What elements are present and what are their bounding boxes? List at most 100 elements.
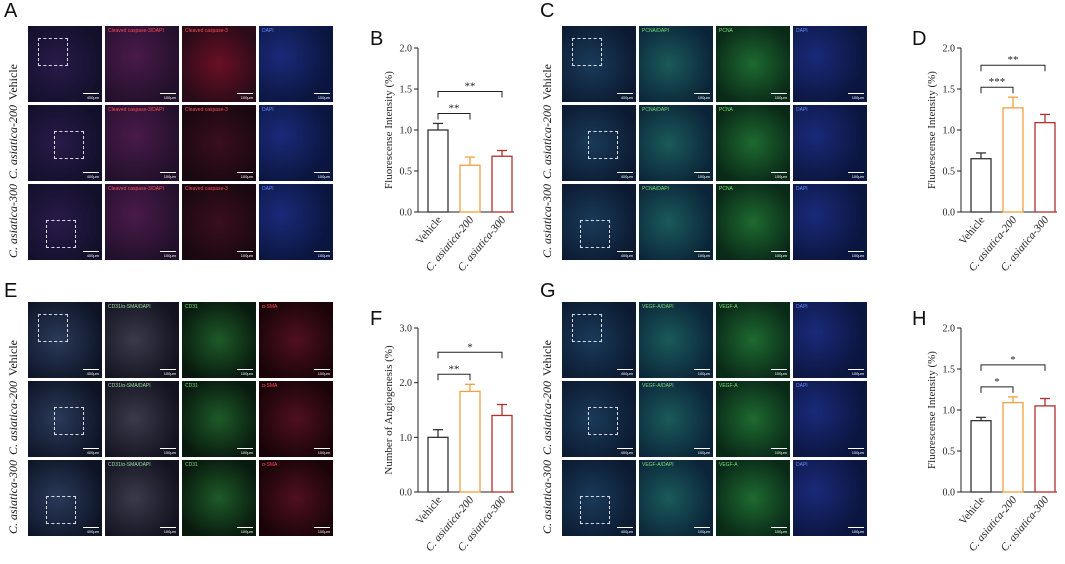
row-label-a-2: C. asiatica-300 — [6, 184, 21, 258]
micrograph-g-r2-c2: VEGF-A 100μm — [716, 460, 790, 536]
y-tick-label: 0.5 — [400, 167, 413, 178]
y-tick-label: 2.0 — [400, 378, 413, 389]
scale-bar-label: 100μm — [774, 371, 787, 376]
micrograph-c-r2-c0: 400μm — [562, 184, 636, 260]
micrograph-caption: VEGF-A/DAPI — [642, 304, 674, 310]
scale-bar-label: 100μm — [774, 174, 787, 179]
micrograph-g-r1-c2: VEGF-A 100μm — [716, 381, 790, 457]
scale-bar — [314, 527, 330, 528]
scale-bar — [314, 448, 330, 449]
zoom-region-box — [580, 496, 610, 524]
y-tick-label: 1.0 — [400, 126, 413, 137]
x-category-label: Vehicle — [414, 214, 444, 247]
micrograph-caption: α-SMA — [262, 462, 278, 468]
significance-label: * — [1010, 354, 1016, 366]
micrograph-e-r0-c3: α-SMA 100μm — [259, 302, 333, 378]
micrograph-caption: VEGF-A — [719, 383, 738, 389]
bar-1 — [459, 164, 481, 213]
micrograph-caption: DAPI — [796, 28, 808, 34]
chart-h: 0.0 0.5 1.0 1.5 2.0 Fluorescense Intensity (%… — [926, 324, 1057, 554]
row-label-species: C. asiatica — [540, 402, 554, 455]
micrograph-caption: DAPI — [796, 186, 808, 192]
row-label-e-1: C. asiatica-200 — [6, 381, 21, 455]
row-label-species: C. asiatica — [540, 205, 554, 258]
panel-letter-e: E — [4, 280, 18, 302]
micrograph-g-r1-c3: DAPI 100μm — [793, 381, 867, 457]
zoom-region-box — [38, 38, 68, 66]
micrograph-g-r2-c3: DAPI 100μm — [793, 460, 867, 536]
micrograph-e-r2-c0: 400μm — [28, 460, 102, 536]
micrograph-e-r2-c2: CD31 100μm — [182, 460, 256, 536]
scale-bar — [694, 369, 710, 370]
micrograph-c-r1-c3: DAPI 100μm — [793, 105, 867, 181]
micrograph-g-r2-c0: 400μm — [562, 460, 636, 536]
micrograph-a-r2-c2: Cleaved caspase-3 100μm — [182, 184, 256, 260]
significance-label: * — [467, 341, 473, 353]
scale-bar — [314, 369, 330, 370]
scale-bar — [617, 172, 633, 173]
scale-bar — [160, 527, 176, 528]
scale-bar — [314, 251, 330, 252]
micrograph-caption: DAPI — [262, 107, 274, 113]
zoom-region-box — [580, 220, 610, 248]
micrograph-caption: PCNA/DAPI — [642, 186, 669, 192]
scale-bar-label: 100μm — [163, 253, 176, 258]
scale-bar-label: 100μm — [163, 371, 176, 376]
micrograph-caption: α-SMA — [262, 304, 278, 310]
bar-1 — [1002, 401, 1024, 493]
y-axis-label: Number of Angiogenesis (%) — [383, 345, 395, 475]
scale-bar-label: 400μm — [620, 95, 633, 100]
significance-bracket — [980, 64, 1046, 72]
micrograph-caption: CD31/α-SMA/DAPI — [108, 304, 151, 310]
micrograph-caption: Cleaved caspase-3 — [185, 107, 228, 113]
y-tick-label: 1.5 — [943, 85, 956, 96]
scale-bar-label: 100μm — [317, 371, 330, 376]
micrograph-caption: DAPI — [262, 28, 274, 34]
bar-0 — [970, 420, 992, 493]
significance-label: ** — [1008, 54, 1019, 66]
zoom-region-box — [572, 314, 602, 342]
bar-1 — [459, 390, 481, 493]
scale-bar — [237, 527, 253, 528]
panel-letter-f: F — [370, 308, 383, 330]
row-label-species: C. asiatica — [6, 126, 20, 179]
scale-bar — [848, 369, 864, 370]
scale-bar-label: 400μm — [620, 174, 633, 179]
row-label-g-1: C. asiatica-200 — [540, 381, 555, 455]
scale-bar — [771, 172, 787, 173]
micrograph-caption: PCNA/DAPI — [642, 28, 669, 34]
y-tick-label: 2.0 — [943, 44, 956, 55]
micrograph-caption: CD31 — [185, 462, 198, 468]
bar-2 — [491, 155, 513, 213]
micrograph-caption: CD31/α-SMA/DAPI — [108, 462, 151, 468]
micrograph-caption: DAPI — [796, 107, 808, 113]
row-label-dose: -300 — [540, 459, 554, 482]
scale-bar — [83, 369, 99, 370]
micrograph-caption: DAPI — [796, 304, 808, 310]
significance-bracket — [980, 86, 1014, 94]
zoom-region-box — [54, 131, 84, 159]
scale-bar-label: 400μm — [620, 529, 633, 534]
row-label-g-2: C. asiatica-300 — [540, 460, 555, 534]
row-label-c-2: C. asiatica-300 — [540, 184, 555, 258]
scale-bar-label: 100μm — [317, 450, 330, 455]
micrograph-a-r0-c1: Cleaved caspase-3/DAPI 100μm — [105, 26, 179, 102]
significance-label: *** — [989, 76, 1006, 88]
chart-b: 0.0 0.5 1.0 1.5 2.0 Fluorescense Intensity (%… — [383, 44, 514, 274]
micrograph-a-r0-c2: Cleaved caspase-3 100μm — [182, 26, 256, 102]
significance-bracket — [980, 386, 1014, 393]
scale-bar-label: 100μm — [317, 174, 330, 179]
x-category-label: Vehicle — [414, 494, 444, 527]
scale-bar-label: 100μm — [240, 371, 253, 376]
y-tick-label: 1.5 — [943, 365, 956, 376]
micrograph-caption: VEGF-A/DAPI — [642, 383, 674, 389]
significance-bracket — [437, 373, 471, 381]
micrograph-a-r2-c1: Cleaved caspase-3/DAPI 100μm — [105, 184, 179, 260]
panel-letter-h: H — [912, 308, 927, 330]
scale-bar — [83, 251, 99, 252]
micrograph-c-r1-c2: PCNA 100μm — [716, 105, 790, 181]
micrograph-a-r0-c3: DAPI 100μm — [259, 26, 333, 102]
micrograph-e-r1-c2: CD31 100μm — [182, 381, 256, 457]
row-label-species: C. asiatica — [6, 205, 20, 258]
